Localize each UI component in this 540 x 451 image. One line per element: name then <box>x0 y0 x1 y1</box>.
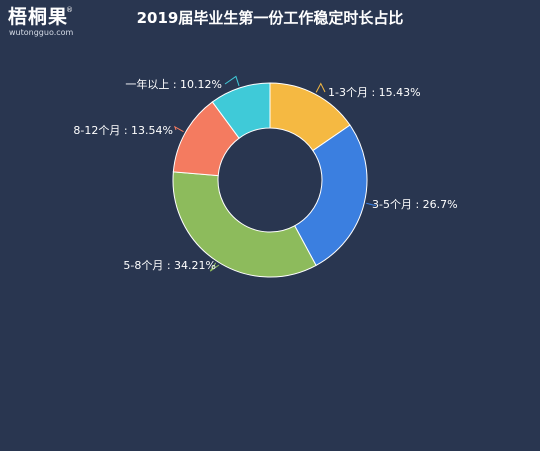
leader-line-3 <box>209 262 220 272</box>
logo-registered-mark: ® <box>66 6 73 14</box>
slice-label-5: 一年以上 : 10.12% <box>125 77 222 91</box>
logo-name: 梧桐果 <box>8 6 69 28</box>
leader-line-1 <box>315 82 326 93</box>
leader-line-4 <box>173 125 184 133</box>
slice-label-4: 8-12个月 : 13.54% <box>73 124 173 137</box>
slice-label-1: 1-3个月 : 15.43% <box>328 86 421 99</box>
logo: 梧桐果 ® wutongguo.com <box>8 6 73 37</box>
slice-label-2: 3-5个月 : 26.7% <box>372 198 458 211</box>
slice-2 <box>294 124 368 267</box>
leader-line-2 <box>366 202 377 207</box>
slice-label-3: 5-8个月 : 34.21% <box>123 259 216 272</box>
slice-3 <box>172 171 317 278</box>
leader-line-5 <box>224 75 240 87</box>
chart-title: 2019届毕业生第一份工作稳定时长占比 <box>136 9 404 27</box>
logo-site: wutongguo.com <box>9 28 74 37</box>
slice-5 <box>211 82 271 139</box>
